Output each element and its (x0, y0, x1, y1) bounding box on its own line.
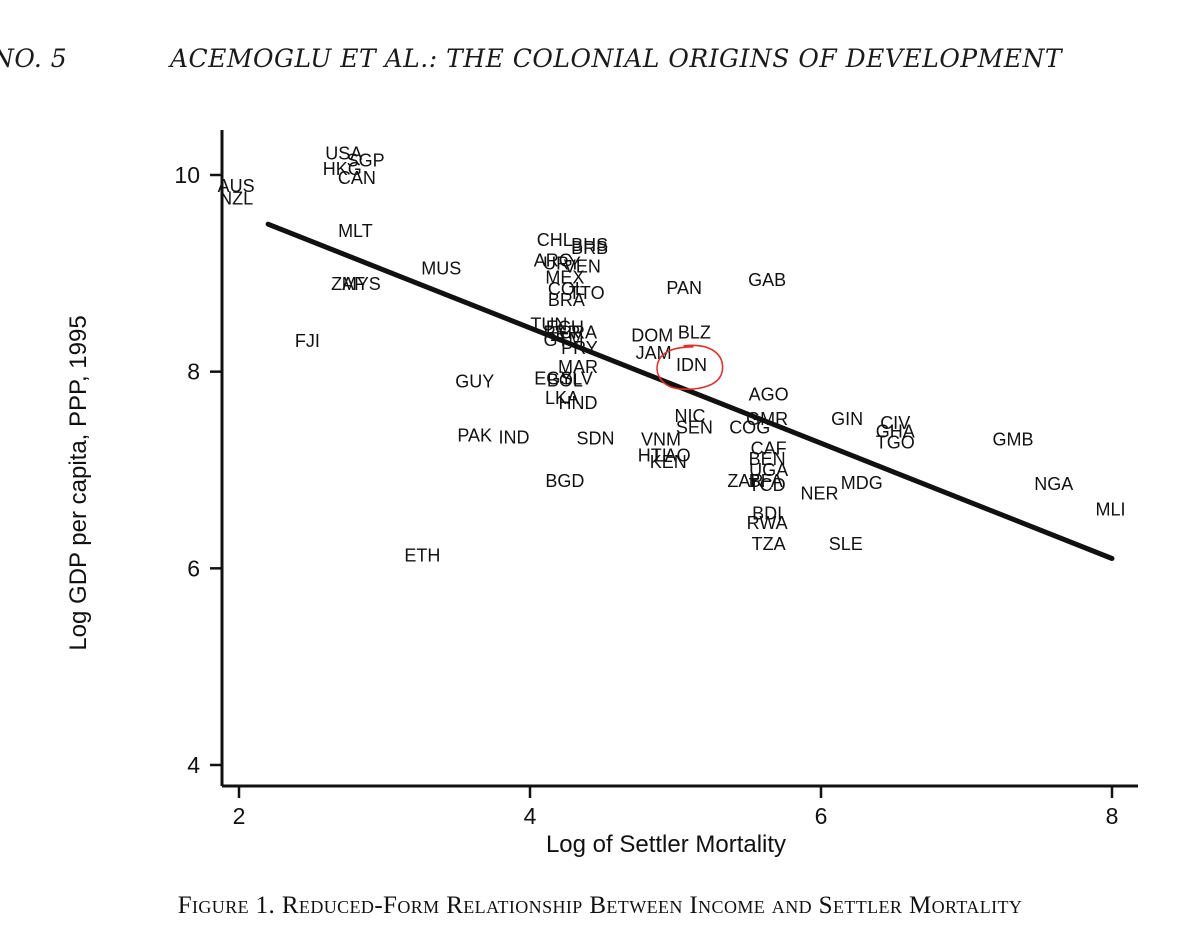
annotation-group (656, 344, 724, 390)
y-tick-label-4: 4 (187, 752, 200, 778)
point-pak: PAK (457, 426, 492, 446)
point-bdi: BDI (752, 503, 782, 523)
point-rwa: RWA (747, 513, 788, 533)
point-ecu: ECU (546, 317, 584, 337)
point-fji: FJI (295, 331, 320, 351)
point-sle: SLE (829, 534, 863, 554)
point-hnd: HND (559, 393, 598, 413)
point-nic: NIC (675, 406, 706, 426)
x-tick-label-4: 4 (524, 803, 537, 829)
running-title: ACEMOGLU ET AL.: THE COLONIAL ORIGINS OF… (170, 44, 1063, 73)
point-usa: USA (325, 143, 362, 163)
point-tza: TZA (752, 534, 786, 554)
point-ven: VEN (564, 256, 601, 276)
point-vnm: VNM (641, 430, 681, 450)
point-sen: SEN (676, 418, 713, 438)
x-tick-label-2: 2 (233, 803, 246, 829)
point-nzl: NZL (219, 189, 253, 209)
point-ner: NER (801, 484, 839, 504)
point-mus: MUS (421, 258, 461, 278)
point-sdn: SDN (576, 429, 614, 449)
point-mex: MEX (545, 267, 584, 287)
page-number-label: NO. 5 (0, 44, 68, 73)
point-chl: CHL (537, 230, 573, 250)
point-tto: TTO (569, 283, 605, 303)
point-cog: COG (729, 418, 770, 438)
point-gab: GAB (748, 270, 786, 290)
point-nga: NGA (1034, 474, 1073, 494)
point-per: PER (544, 322, 581, 342)
point-civ: CIV (880, 413, 910, 433)
point-gin: GIN (831, 409, 863, 429)
point-idn: IDN (676, 355, 707, 375)
point-sgp: SGP (347, 150, 385, 170)
point-ken: KEN (650, 452, 687, 472)
point-jam: JAM (636, 343, 672, 363)
axes: 2 4 6 8 4 6 8 10 (174, 130, 1138, 829)
point-gmb: GMB (993, 430, 1034, 450)
point-uga: UGA (749, 460, 788, 480)
point-guy: GUY (455, 372, 494, 392)
fit-line-group (265, 221, 1115, 561)
point-mli: MLI (1096, 499, 1126, 519)
y-tick-label-8: 8 (187, 359, 200, 385)
point-bol: BOL (547, 371, 583, 391)
y-tick-label-10: 10 (174, 162, 200, 188)
x-axis-label: Log of Settler Mortality (546, 831, 786, 858)
point-bfa: BFA (749, 471, 783, 491)
point-gtm: GTM (543, 330, 583, 350)
point-ury: URY (543, 254, 581, 274)
point-gmr: GMR (746, 409, 788, 429)
point-pan: PAN (666, 278, 702, 298)
point-ind: IND (498, 428, 529, 448)
point-caf: CAF (751, 438, 787, 458)
point-hkg: HKG (323, 159, 362, 179)
point-eth: ETH (404, 546, 440, 566)
point-mlt: MLT (338, 221, 373, 241)
point-zaf: ZAF (331, 274, 365, 294)
point-mdg: MDG (841, 473, 883, 493)
y-axis-label: Log GDP per capita, PPP, 1995 (65, 315, 92, 650)
point-aus: AUS (218, 176, 255, 196)
point-ago: AGO (749, 384, 789, 404)
point-tgo: TGO (876, 432, 915, 452)
point-mys: MYS (342, 274, 381, 294)
fit-line (265, 221, 1115, 561)
point-bgd: BGD (545, 471, 584, 491)
point-mar: MAR (558, 357, 598, 377)
point-cra: CRA (559, 322, 597, 342)
point-zar: ZAR (727, 471, 763, 491)
point-arg: ARG (534, 251, 573, 271)
figure-caption: Figure 1. Reduced-Form Relationship Betw… (177, 892, 1023, 919)
point-pry: PRY (561, 338, 598, 358)
point-brb: BRB (571, 238, 608, 258)
point-blz: BLZ (678, 322, 711, 342)
point-dom: DOM (631, 325, 673, 345)
point-hti: HTI (638, 445, 667, 465)
point-egy: EGY (534, 369, 572, 389)
point-bra: BRA (548, 290, 585, 310)
annotation-circle (656, 344, 724, 390)
point-can: CAN (338, 168, 376, 188)
point-slv: SLV (560, 369, 593, 389)
point-bhs: BHS (571, 235, 608, 255)
y-tick-label-6: 6 (187, 555, 200, 581)
point-lao: LAO (655, 445, 691, 465)
point-ben: BEN (749, 449, 786, 469)
point-lka: LKA (545, 388, 579, 408)
point-gha: GHA (876, 422, 915, 442)
point-tcd: TCD (749, 475, 786, 495)
x-tick-label-8: 8 (1106, 803, 1119, 829)
point-col: COL (548, 279, 585, 299)
x-tick-label-6: 6 (815, 803, 828, 829)
point-tun: TUN (530, 314, 567, 334)
